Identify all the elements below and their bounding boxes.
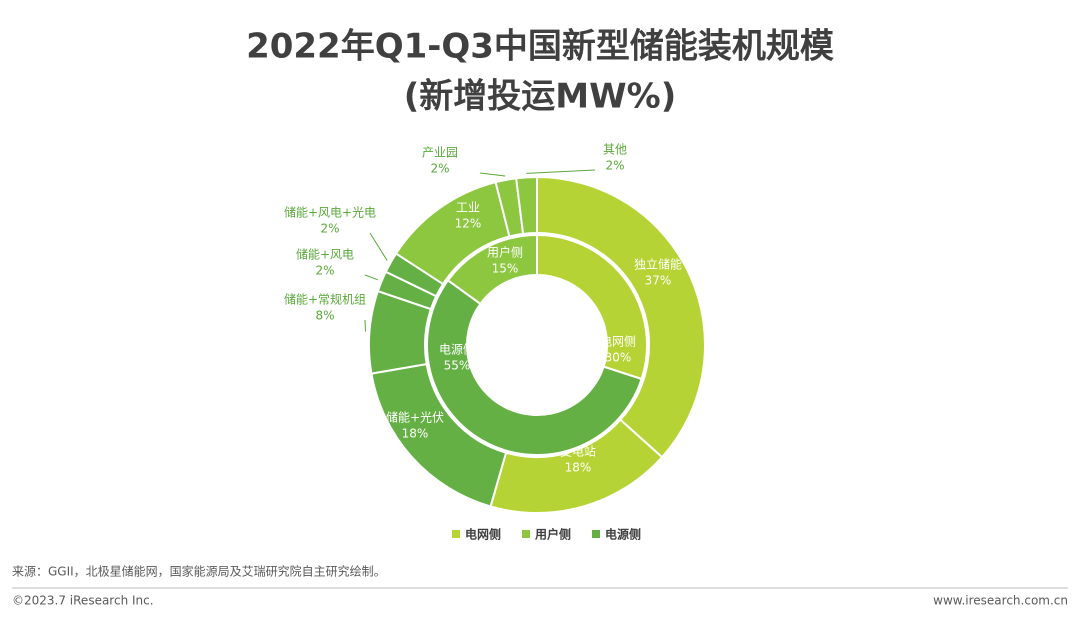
outer-label: 储能+风电 <box>296 247 354 262</box>
inner-value-label: 30% <box>605 351 632 365</box>
leader-line <box>364 319 367 332</box>
outer-value-label: 37% <box>645 274 672 288</box>
outer-segment <box>536 175 706 459</box>
inner-value-label: 15% <box>492 262 519 276</box>
legend-label: 用户侧 <box>534 527 571 542</box>
source-note: 来源：GGII，北极星储能网，国家能源局及艾瑞研究院自主研究绘制。 <box>12 564 386 579</box>
outer-label: 工业 <box>456 201 480 215</box>
outer-label: 储能+光伏 <box>386 410 444 425</box>
inner-segment <box>536 233 648 381</box>
legend-label: 电网侧 <box>465 527 501 542</box>
leader-line <box>526 169 596 174</box>
leader-line <box>364 274 379 281</box>
outer-label: 其他 <box>603 143 627 157</box>
footer-right: www.iresearch.com.cn <box>933 594 1068 608</box>
leader-line <box>369 232 388 261</box>
chart-subtitle: (新增投运MW%) <box>404 77 676 117</box>
legend-swatch <box>452 530 460 538</box>
donut-hole <box>469 277 605 413</box>
inner-label: 电网侧 <box>600 335 636 349</box>
outer-value-label: 2% <box>315 264 334 278</box>
leader-line <box>479 172 506 177</box>
legend-swatch <box>592 530 600 538</box>
inner-label: 电源侧 <box>439 343 475 357</box>
outer-value-label: 2% <box>430 162 449 176</box>
legend-label: 电源侧 <box>605 527 641 542</box>
outer-value-label: 8% <box>315 309 334 323</box>
inner-value-label: 55% <box>444 359 471 373</box>
outer-label: 储能+常规机组 <box>284 292 366 307</box>
outer-label: 独立储能 <box>634 257 682 272</box>
outer-label: 产业园 <box>422 146 458 160</box>
legend-swatch <box>522 530 530 538</box>
chart-title: 2022年Q1-Q3中国新型储能装机规模 <box>246 27 834 67</box>
outer-value-label: 12% <box>455 217 482 231</box>
inner-label: 用户侧 <box>487 245 523 260</box>
inner-segment <box>426 278 643 457</box>
outer-value-label: 18% <box>565 461 592 475</box>
inner-segment <box>446 233 538 306</box>
outer-value-label: 2% <box>605 159 624 173</box>
outer-value-label: 2% <box>320 222 339 236</box>
outer-value-label: 18% <box>402 427 429 441</box>
outer-segment <box>515 175 538 235</box>
footer-left: ©2023.7 iResearch Inc. <box>12 594 154 608</box>
outer-label: 储能+风电+光电 <box>284 205 376 220</box>
